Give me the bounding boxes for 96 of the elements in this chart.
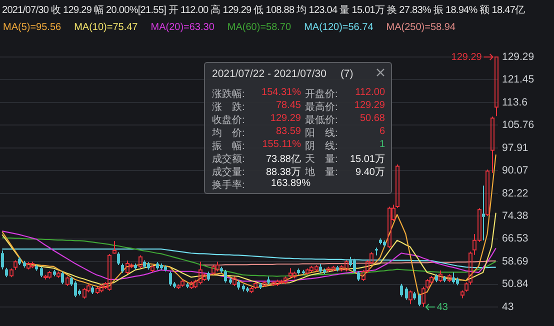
- candlestick: [160, 263, 163, 270]
- candlestick: [117, 252, 120, 266]
- y-tick-label: 121.45: [502, 74, 534, 86]
- annotation: 9.40万: [356, 166, 385, 179]
- text: MA(20)=63.30: [150, 22, 214, 33]
- annotation: 154.31%: [262, 87, 301, 98]
- annotation: 开盘价:: [305, 88, 338, 101]
- annotation: 最高价:: [305, 100, 338, 114]
- text: MA(120)=56.74: [304, 22, 374, 33]
- candlestick: [267, 276, 270, 285]
- candlestick: [121, 263, 124, 274]
- annotation: 地 量:: [305, 166, 338, 179]
- candlestick: [443, 276, 446, 283]
- candlestick: [323, 268, 326, 274]
- annotation: 收盘价:: [212, 114, 245, 127]
- candlestick: [452, 272, 455, 284]
- annotation: (7): [340, 68, 354, 80]
- candlestick: [336, 265, 339, 272]
- annotation: 1: [379, 139, 385, 150]
- annotation: 50.68: [360, 113, 385, 124]
- candlestick: [18, 256, 21, 266]
- candlestick: [353, 258, 356, 274]
- annotation: 涨跌幅:: [212, 88, 245, 101]
- candlestick: [156, 262, 159, 270]
- annotation: 天 量:: [305, 153, 338, 166]
- candlestick: [134, 263, 137, 270]
- annotation: 阳 线:: [305, 126, 338, 140]
- candlestick: [53, 269, 56, 277]
- text: 2021/07/30 收 129.29 幅 20.00%[21.55] 开 112.00 高 129.29 低 108.88 均 123.04 量 15.01万 换 27.83% 振 18.94% 额 18.47亿: [2, 4, 525, 17]
- annotation: 129.29: [451, 52, 482, 63]
- annotation: 155.11%: [262, 139, 301, 150]
- annotation: 振 幅:: [212, 140, 245, 153]
- candlestick: [242, 284, 245, 292]
- annotation: 112.00: [355, 87, 385, 98]
- candlestick: [229, 278, 232, 285]
- annotation: 78.45: [276, 100, 301, 111]
- candlestick: [112, 240, 116, 254]
- candlestick: [413, 291, 416, 300]
- candlestick: [400, 283, 403, 298]
- candlestick: [91, 286, 94, 294]
- text: MA(250)=58.94: [386, 22, 456, 33]
- candlestick: [319, 263, 322, 274]
- y-tick-label: 129.29: [502, 50, 534, 63]
- y-tick-label: 50.84: [502, 278, 528, 290]
- annotation: 6: [379, 126, 385, 137]
- text: MA(10)=75.47: [74, 22, 138, 33]
- candlestick: [375, 247, 378, 256]
- candlestick: [23, 260, 26, 268]
- y-tick-label: 90.07: [502, 164, 528, 177]
- candlestick: [482, 185, 485, 241]
- candlestick: [74, 280, 77, 298]
- candlestick: [237, 280, 240, 290]
- candlestick: [61, 271, 64, 285]
- y-tick-label: 97.91: [502, 142, 528, 154]
- y-tick-label: 105.76: [502, 119, 534, 132]
- candlestick: [40, 266, 43, 278]
- candlestick: [259, 282, 262, 290]
- candlestick: [169, 271, 172, 286]
- annotation: 成交量:: [212, 166, 245, 179]
- annotation: 阴 线:: [305, 140, 338, 153]
- candlestick: [220, 266, 223, 274]
- candlestick: [418, 293, 421, 307]
- annotation: 涨 跌:: [212, 100, 245, 114]
- y-tick-label: 58.69: [502, 255, 528, 268]
- annotation: 15.01万: [350, 153, 385, 166]
- candlestick: [207, 271, 210, 282]
- annotation: 129.29: [354, 100, 385, 111]
- text: MA(60)=58.70: [227, 22, 292, 33]
- candlestick: [456, 276, 459, 286]
- candlestick: [143, 260, 146, 269]
- annotation: 73.88亿: [266, 153, 301, 166]
- candlestick: [147, 262, 150, 270]
- candlestick: [5, 267, 8, 278]
- annotation: 83.59: [276, 126, 301, 137]
- candlestick: [35, 264, 38, 272]
- candlestick: [379, 238, 382, 245]
- candlestick: [297, 268, 300, 276]
- annotation: 均 价:: [212, 127, 245, 140]
- annotation: 163.89%: [271, 178, 310, 189]
- annotation: 43: [436, 302, 448, 313]
- annotation: 换手率:: [212, 178, 245, 192]
- annotation: 2021/07/22 - 2021/07/30: [212, 68, 326, 80]
- annotation: 成交额:: [212, 152, 245, 166]
- y-tick-label: 66.53: [502, 232, 528, 245]
- candlestick: [224, 269, 227, 284]
- y-tick-label: 74.38: [502, 210, 528, 222]
- text: MA(5)=95.56: [3, 22, 62, 33]
- y-tick-label: 113.6: [502, 96, 528, 108]
- y-tick-label: 82.22: [502, 187, 528, 200]
- candlestick: [1, 250, 4, 270]
- annotation: 最低价:: [305, 114, 338, 127]
- annotation: 129.29: [270, 113, 301, 124]
- y-tick-label: 43: [502, 300, 514, 313]
- annotation: 88.38万: [266, 166, 301, 179]
- candlestick: [490, 116, 494, 174]
- candlestick: [357, 270, 360, 282]
